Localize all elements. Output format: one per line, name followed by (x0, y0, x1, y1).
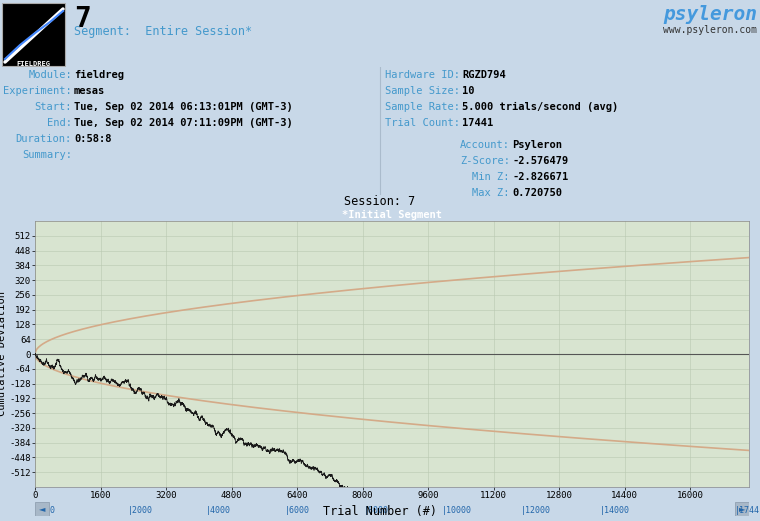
Text: 10: 10 (462, 86, 474, 96)
Text: 17441: 17441 (462, 118, 493, 128)
Text: Experiment:: Experiment: (3, 86, 72, 96)
Text: Max Z:: Max Z: (473, 188, 510, 198)
Bar (735, 502, 749, 516)
Text: Summary:: Summary: (22, 150, 72, 160)
Bar (2, 3, 65, 66)
Text: psyleron: psyleron (663, 5, 757, 24)
Text: Tue, Sep 02 2014 07:11:09PM (GMT-3): Tue, Sep 02 2014 07:11:09PM (GMT-3) (74, 118, 293, 128)
Text: |10000: |10000 (442, 506, 472, 515)
Text: End:: End: (47, 118, 72, 128)
Text: Start:: Start: (34, 102, 72, 112)
Text: Trial Number (#): Trial Number (#) (323, 505, 437, 518)
Text: www.psyleron.com: www.psyleron.com (663, 25, 757, 35)
Text: mesas: mesas (74, 86, 105, 96)
Text: |14000: |14000 (600, 506, 629, 515)
Text: |8000: |8000 (364, 506, 388, 515)
Text: 0:58:8: 0:58:8 (74, 134, 112, 144)
Text: |4000: |4000 (206, 506, 231, 515)
Text: |17441: |17441 (735, 506, 760, 515)
Text: Z-Score:: Z-Score: (460, 156, 510, 166)
Text: ◄: ◄ (39, 504, 46, 514)
Text: 0.720750: 0.720750 (512, 188, 562, 198)
Text: FIELDREG: FIELDREG (16, 61, 50, 67)
Text: Sample Size:: Sample Size: (385, 86, 460, 96)
Text: RGZD794: RGZD794 (462, 70, 505, 80)
Text: Segment:  Entire Session*: Segment: Entire Session* (74, 25, 252, 38)
Text: Session: 7: Session: 7 (344, 195, 416, 208)
Text: Min Z:: Min Z: (473, 172, 510, 182)
Text: 7: 7 (74, 5, 90, 33)
Text: -2.576479: -2.576479 (512, 156, 568, 166)
Text: Module:: Module: (28, 70, 72, 80)
Y-axis label: Cumulative Deviation: Cumulative Deviation (0, 292, 7, 416)
Text: |2000: |2000 (128, 506, 153, 515)
Text: 0: 0 (49, 506, 54, 515)
Bar (35, 502, 49, 516)
Text: *Initial Segment: *Initial Segment (342, 209, 442, 219)
Text: Tue, Sep 02 2014 06:13:01PM (GMT-3): Tue, Sep 02 2014 06:13:01PM (GMT-3) (74, 102, 293, 112)
Text: |6000: |6000 (285, 506, 310, 515)
Text: fieldreg: fieldreg (74, 70, 124, 80)
Text: ►: ► (739, 504, 746, 514)
Text: |12000: |12000 (521, 506, 551, 515)
Text: Trial Count:: Trial Count: (385, 118, 460, 128)
Text: -2.826671: -2.826671 (512, 172, 568, 182)
Text: Account:: Account: (460, 140, 510, 150)
Text: Sample Rate:: Sample Rate: (385, 102, 460, 112)
Text: Hardware ID:: Hardware ID: (385, 70, 460, 80)
Text: Duration:: Duration: (16, 134, 72, 144)
Text: 5.000 trials/second (avg): 5.000 trials/second (avg) (462, 102, 618, 112)
Text: Psyleron: Psyleron (512, 140, 562, 150)
